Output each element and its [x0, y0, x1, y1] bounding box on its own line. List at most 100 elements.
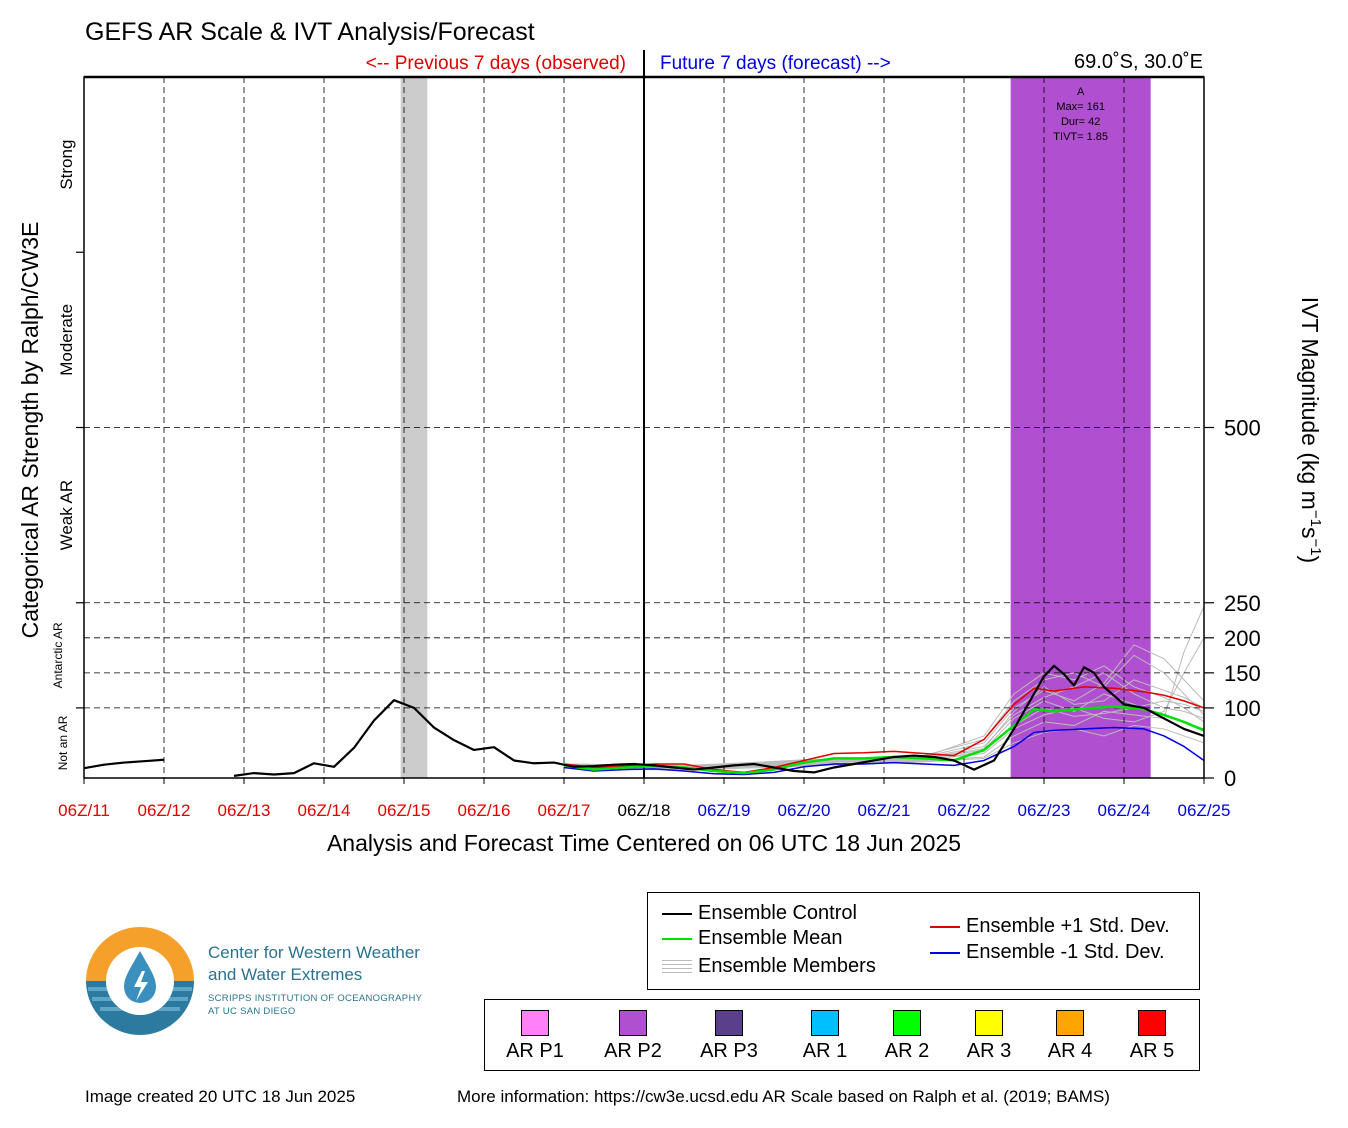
scale-item-ar-5: AR 5	[1112, 1010, 1192, 1063]
x-tick-label-06z-25: 06Z/25	[1178, 801, 1231, 820]
scale-swatch-ar-1	[811, 1010, 839, 1036]
category-label-moderate: Moderate	[57, 304, 76, 376]
right-axis-label-part-2: s	[1297, 527, 1323, 539]
scale-swatch-ar-2	[893, 1010, 921, 1036]
category-label-antarctic-ar: Antarctic AR	[51, 622, 65, 688]
series-line-ensemble-1-std-dev--0	[563, 726, 1205, 776]
scale-item-ar-p2: AR P2	[593, 1010, 673, 1063]
right-axis-label-part-4: )	[1297, 556, 1323, 564]
y-tick-label-150: 150	[1224, 661, 1261, 686]
footer-info: More information: https://cw3e.ucsd.edu …	[457, 1087, 1110, 1106]
org-name-line2: and Water Extremes	[208, 965, 363, 984]
x-tick-label-06z-11: 06Z/11	[58, 801, 110, 820]
legend-swatch-control	[662, 912, 692, 915]
legend-swatch-mean	[662, 937, 692, 940]
right-axis-label-part-3: −1	[1307, 538, 1324, 555]
scale-swatch-ar-3	[975, 1010, 1003, 1036]
x-tick-label-06z-21: 06Z/21	[858, 801, 911, 820]
category-group-0: Not an AR	[56, 715, 70, 770]
scale-item-ar-p1: AR P1	[495, 1010, 575, 1063]
x-tick-label-06z-20: 06Z/20	[778, 801, 831, 820]
cw3e-logo-icon	[86, 927, 194, 1035]
legend-label-mean: Ensemble Mean	[698, 927, 843, 949]
category-group-3: Moderate	[57, 304, 76, 376]
legend-label-control: Ensemble Control	[698, 902, 857, 924]
ar-event-annotation-1: Max= 161	[1056, 101, 1105, 113]
y-tick-label-200: 200	[1224, 626, 1261, 651]
previous-days-label: <-- Previous 7 days (observed)	[366, 53, 626, 74]
x-tick-label-06z-13: 06Z/13	[218, 801, 271, 820]
org-sub-line2: AT UC SAN DIEGO	[208, 1006, 296, 1017]
legend-swatch-plus-std	[930, 925, 960, 928]
scale-swatch-ar-p3	[715, 1010, 743, 1036]
category-label-strong: Strong	[57, 140, 76, 190]
org-sub-line1: SCRIPPS INSTITUTION OF OCEANOGRAPHY	[208, 993, 423, 1004]
y-tick-label-500: 500	[1224, 416, 1261, 441]
y-tick-label-0: 0	[1224, 766, 1236, 791]
left-axis-label: Categorical AR Strength by Ralph/CW3E	[17, 222, 43, 639]
x-tick-label-06z-15: 06Z/15	[378, 801, 431, 820]
category-label-weak-ar: Weak AR	[57, 480, 76, 551]
x-tick-label-06z-23: 06Z/23	[1018, 801, 1071, 820]
right-axis-label: IVT Magnitude (kg m−1s−1)	[1297, 297, 1324, 563]
category-group-1: Antarctic AR	[51, 622, 65, 688]
y-tick-label-100: 100	[1224, 696, 1261, 721]
legend-swatch-minus-std	[930, 951, 960, 954]
x-tick-label-06z-22: 06Z/22	[938, 801, 991, 820]
scale-label-ar-2: AR 2	[884, 1040, 930, 1062]
legend-label-plus-std: Ensemble +1 Std. Dev.	[966, 915, 1170, 937]
left-axis-label-group: Categorical AR Strength by Ralph/CW3E	[17, 222, 43, 639]
ar-scale-legend: AR P1 AR P2 AR P3 AR 1 AR 2 AR 3 AR 4 AR…	[484, 999, 1200, 1071]
category-group-4: Strong	[57, 140, 76, 190]
scale-item-ar-1: AR 1	[785, 1010, 865, 1063]
scale-label-ar-3: AR 3	[966, 1040, 1012, 1062]
ivt-chart: 06Z/11 06Z/12 06Z/13 06Z/14 06Z/15 06Z/16 06Z/…	[17, 18, 1324, 856]
scale-label-ar-p3: AR P3	[700, 1040, 758, 1062]
scale-swatch-ar-p2	[619, 1010, 647, 1036]
category-group-2: Weak AR	[57, 480, 76, 551]
scale-item-ar-3: AR 3	[949, 1010, 1029, 1063]
scale-label-ar-p1: AR P1	[506, 1040, 564, 1062]
x-tick-label-06z-12: 06Z/12	[138, 801, 191, 820]
scale-label-ar-5: AR 5	[1129, 1040, 1175, 1062]
x-tick-label-06z-19: 06Z/19	[698, 801, 751, 820]
scale-swatch-ar-p1	[521, 1010, 549, 1036]
footer-created: Image created 20 UTC 18 Jun 2025	[85, 1087, 356, 1106]
legend-item-plus-std: Ensemble +1 Std. Dev.	[930, 915, 1170, 938]
org-name-line1: Center for Western Weather	[208, 943, 420, 962]
ar-event-annotation-0: A	[1077, 86, 1085, 98]
scale-item-ar-4: AR 4	[1030, 1010, 1110, 1063]
scale-swatch-ar-5	[1138, 1010, 1166, 1036]
right-axis-label-group: IVT Magnitude (kg m−1s−1)	[1297, 297, 1324, 563]
legend-label-members: Ensemble Members	[698, 955, 876, 977]
right-axis-label-part-0: IVT Magnitude (kg m	[1297, 297, 1323, 510]
ar-event-annotation-3: TIVT= 1.85	[1053, 131, 1108, 143]
gridlines	[84, 50, 1204, 778]
legend-item-mean: Ensemble Mean	[662, 927, 843, 950]
x-tick-label-06z-14: 06Z/14	[298, 801, 351, 820]
x-tick-label-06z-17: 06Z/17	[538, 801, 591, 820]
scale-item-ar-p3: AR P3	[689, 1010, 769, 1063]
x-tick-label-06z-16: 06Z/16	[458, 801, 511, 820]
ensemble-legend: Ensemble Control Ensemble Mean Ensemble …	[647, 892, 1200, 990]
ar-event-annotation-2: Dur= 42	[1061, 116, 1100, 128]
scale-item-ar-2: AR 2	[867, 1010, 947, 1063]
legend-label-minus-std: Ensemble -1 Std. Dev.	[966, 941, 1165, 963]
scale-label-ar-p2: AR P2	[604, 1040, 662, 1062]
scale-label-ar-4: AR 4	[1047, 1040, 1093, 1062]
future-days-label: Future 7 days (forecast) -->	[660, 53, 891, 74]
x-axis-label: Analysis and Forecast Time Centered on 0…	[327, 830, 961, 856]
legend-item-minus-std: Ensemble -1 Std. Dev.	[930, 941, 1165, 964]
scale-label-ar-1: AR 1	[802, 1040, 848, 1062]
legend-swatch-members	[662, 959, 692, 974]
y-tick-label-250: 250	[1224, 591, 1261, 616]
right-axis-label-part-1: −1	[1307, 510, 1324, 527]
scale-swatch-ar-4	[1056, 1010, 1084, 1036]
location-label: 69.0˚S, 30.0˚E	[1074, 51, 1203, 73]
x-tick-label-06z-24: 06Z/24	[1098, 801, 1151, 820]
category-label-not-an-ar: Not an AR	[56, 715, 70, 770]
legend-item-control: Ensemble Control	[662, 902, 857, 925]
series-line-ensemble-control-0	[83, 758, 165, 770]
legend-item-members: Ensemble Members	[662, 955, 876, 978]
series-line-ensemble-control-1	[233, 664, 1205, 777]
